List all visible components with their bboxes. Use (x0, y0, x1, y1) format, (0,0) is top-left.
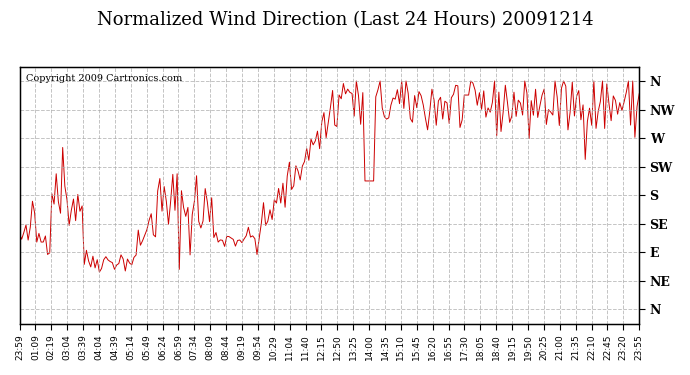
Text: Copyright 2009 Cartronics.com: Copyright 2009 Cartronics.com (26, 75, 182, 84)
Text: Normalized Wind Direction (Last 24 Hours) 20091214: Normalized Wind Direction (Last 24 Hours… (97, 11, 593, 29)
